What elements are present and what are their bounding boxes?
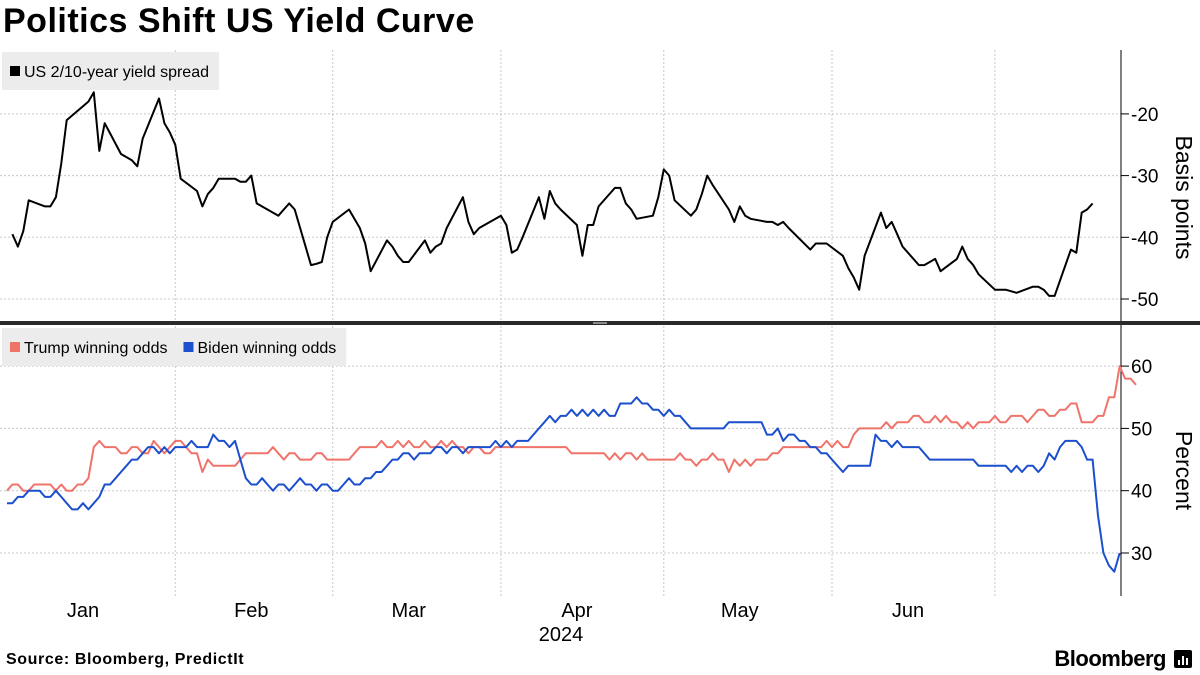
legend-swatch bbox=[10, 342, 20, 352]
x-axis: Jan Feb Mar Apr May Jun 2024 bbox=[67, 600, 924, 646]
y-axis-label: Percent bbox=[1171, 431, 1197, 511]
legend-label: US 2/10-year yield spread bbox=[24, 64, 209, 81]
legend: US 2/10-year yield spread bbox=[2, 52, 219, 90]
y-axis-label: Basis points bbox=[1171, 135, 1197, 259]
x-axis-label: 2024 bbox=[539, 624, 584, 646]
x-tick-label: Apr bbox=[561, 600, 592, 622]
brand-wordmark: Bloomberg bbox=[1054, 646, 1166, 671]
spread-series-line bbox=[11, 91, 1094, 297]
y-tick-label: 40 bbox=[1131, 482, 1152, 503]
y-tick-label: 50 bbox=[1131, 419, 1152, 440]
panel-divider-handle[interactable] bbox=[593, 322, 607, 324]
y-tick-label: -30 bbox=[1131, 167, 1158, 188]
y-tick-label: -40 bbox=[1131, 228, 1158, 249]
bloomberg-bars-icon bbox=[1174, 650, 1192, 668]
legend-label: Trump winning odds bbox=[24, 340, 167, 357]
legend-background bbox=[2, 328, 347, 366]
source-note: Source: Bloomberg, PredictIt bbox=[6, 651, 245, 668]
y-tick-label: 30 bbox=[1131, 544, 1152, 565]
x-tick-label: Mar bbox=[391, 600, 426, 622]
y-tick-label: -20 bbox=[1131, 105, 1158, 126]
x-tick-label: Feb bbox=[234, 600, 268, 622]
legend-swatch bbox=[183, 342, 194, 352]
legend-background bbox=[2, 52, 219, 90]
legend: Trump winning odds Biden winning odds bbox=[2, 328, 347, 366]
bottom-panel: 30 40 50 60 Percent Trump winning odds Biden w… bbox=[2, 325, 1197, 596]
y-tick-label: 60 bbox=[1131, 357, 1152, 378]
legend-swatch bbox=[10, 66, 20, 76]
trump-odds-line bbox=[6, 365, 1137, 492]
x-tick-label: May bbox=[721, 600, 759, 622]
x-tick-label: Jan bbox=[67, 600, 99, 622]
x-tick-label: Jun bbox=[892, 600, 924, 622]
chart-title: Politics Shift US Yield Curve bbox=[3, 2, 475, 40]
legend-label: Biden winning odds bbox=[197, 340, 336, 357]
biden-odds-line bbox=[7, 396, 1121, 573]
top-panel: -50 -40 -30 -20 Basis points US 2/10-year yie… bbox=[2, 50, 1197, 321]
y-tick-label: -50 bbox=[1131, 290, 1158, 311]
